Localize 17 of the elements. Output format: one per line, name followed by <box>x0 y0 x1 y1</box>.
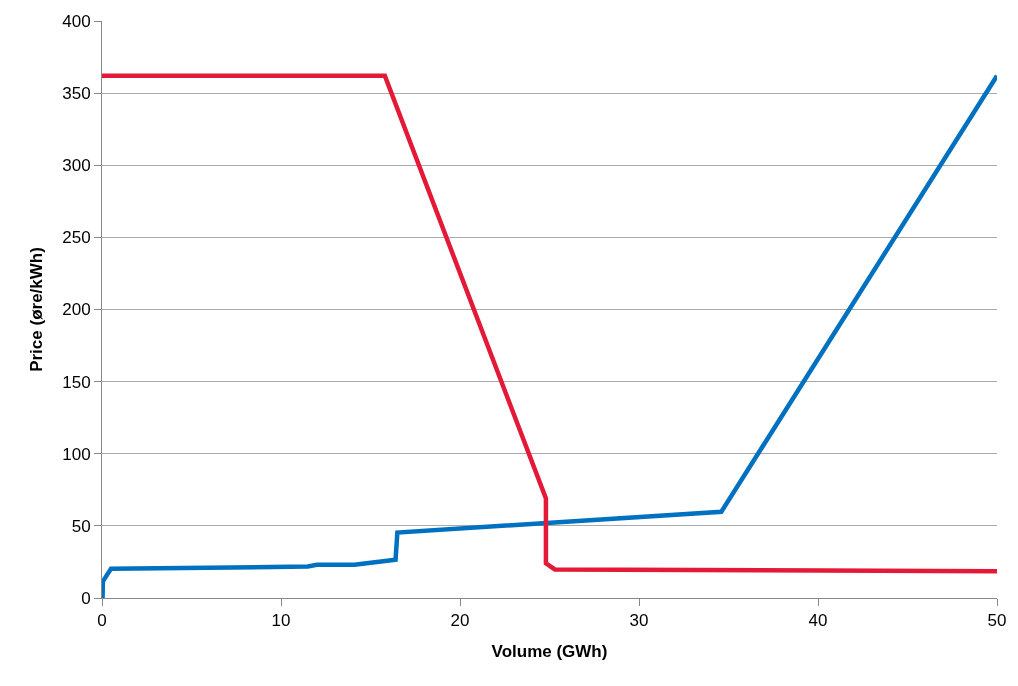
x-axis-title: Volume (GWh) <box>491 641 608 661</box>
y-tick-label: 150 <box>62 372 91 392</box>
x-tick-label: 10 <box>271 611 291 631</box>
y-axis-title: Price (øre/kWh) <box>26 247 46 372</box>
y-tick-label: 200 <box>62 300 91 320</box>
y-tick-label: 250 <box>62 228 91 248</box>
x-tick-label: 20 <box>450 611 470 631</box>
x-tick-label: 30 <box>629 611 649 631</box>
y-tick-label: 50 <box>71 516 91 536</box>
x-tick-label: 50 <box>987 611 1007 631</box>
y-tick-label: 0 <box>81 588 91 608</box>
x-tick-label: 0 <box>97 611 107 631</box>
y-tick-label: 300 <box>62 156 91 176</box>
y-tick-label: 100 <box>62 444 91 464</box>
x-tick-label: 40 <box>808 611 828 631</box>
y-tick-label: 400 <box>62 11 91 31</box>
y-tick-label: 350 <box>62 84 91 104</box>
